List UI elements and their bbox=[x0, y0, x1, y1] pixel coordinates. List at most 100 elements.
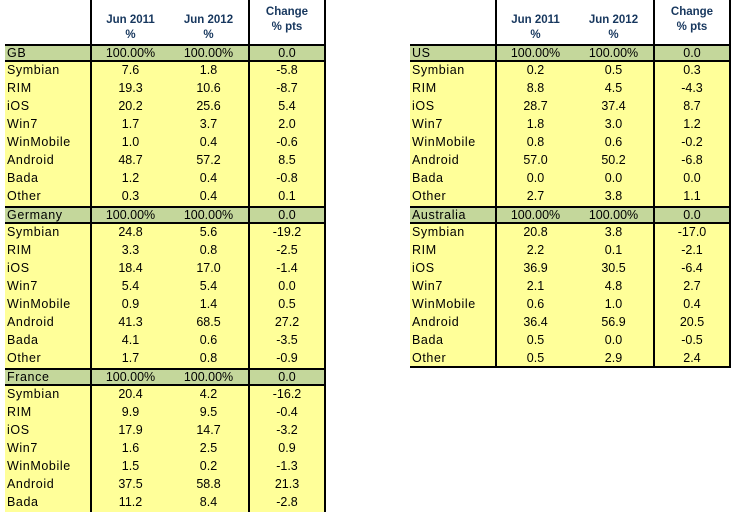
share-2012: 1.0 bbox=[574, 296, 653, 314]
os-name: WinMobile bbox=[5, 134, 90, 152]
table-row: iOS 36.9 30.5 -6.4 bbox=[410, 260, 731, 278]
os-name: Symbian bbox=[5, 386, 90, 404]
share-2011: 17.9 bbox=[90, 422, 169, 440]
share-2011: 9.9 bbox=[90, 404, 169, 422]
table-row: RIM 2.2 0.1 -2.1 bbox=[410, 242, 731, 260]
share-2012: 57.2 bbox=[169, 152, 248, 170]
table-row: Bada 11.2 8.4 -2.8 bbox=[5, 494, 326, 512]
col2-header-line2: % bbox=[608, 29, 619, 41]
col1-header-line2: % bbox=[530, 29, 541, 41]
table-row: WinMobile 0.9 1.4 0.5 bbox=[5, 296, 326, 314]
os-name: iOS bbox=[410, 260, 495, 278]
os-name: Android bbox=[5, 476, 90, 494]
share-2011: 11.2 bbox=[90, 494, 169, 512]
change-pts: 0.3 bbox=[653, 62, 731, 80]
change-pts: -4.3 bbox=[653, 80, 731, 98]
share-2011: 1.6 bbox=[90, 440, 169, 458]
os-name: Symbian bbox=[5, 62, 90, 80]
share-2011: 18.4 bbox=[90, 260, 169, 278]
country-name: GB bbox=[5, 44, 90, 62]
share-2011: 20.4 bbox=[90, 386, 169, 404]
table-row: iOS 17.9 14.7 -3.2 bbox=[5, 422, 326, 440]
share-2011: 20.8 bbox=[495, 224, 574, 242]
os-name: Other bbox=[5, 350, 90, 368]
share-2011: 7.6 bbox=[90, 62, 169, 80]
share-2011: 1.5 bbox=[90, 458, 169, 476]
country-name: US bbox=[410, 44, 495, 62]
share-2011: 41.3 bbox=[90, 314, 169, 332]
os-name: Android bbox=[5, 152, 90, 170]
os-name: Bada bbox=[5, 332, 90, 350]
table-row: WinMobile 1.0 0.4 -0.6 bbox=[5, 134, 326, 152]
share-2011: 0.5 bbox=[495, 332, 574, 350]
change-pts: -3.5 bbox=[248, 332, 326, 350]
table-row: Bada 0.0 0.0 0.0 bbox=[410, 170, 731, 188]
change-pts: -2.5 bbox=[248, 242, 326, 260]
share-2012: 9.5 bbox=[169, 404, 248, 422]
share-2011: 37.5 bbox=[90, 476, 169, 494]
share-2011: 1.8 bbox=[495, 116, 574, 134]
share-2012: 4.5 bbox=[574, 80, 653, 98]
share-2011: 5.4 bbox=[90, 278, 169, 296]
share-2012: 2.9 bbox=[574, 350, 653, 368]
header-row: Jun 2011% Jun 2012% Change% pts bbox=[5, 0, 326, 44]
col3-header-line2: % pts bbox=[271, 21, 303, 33]
share-2012: 3.8 bbox=[574, 224, 653, 242]
os-name: RIM bbox=[410, 80, 495, 98]
share-2012: 0.8 bbox=[169, 242, 248, 260]
share-2012: 0.4 bbox=[169, 170, 248, 188]
os-name: Win7 bbox=[5, 116, 90, 134]
os-name: iOS bbox=[5, 260, 90, 278]
change-pts: -2.8 bbox=[248, 494, 326, 512]
os-name: Win7 bbox=[410, 278, 495, 296]
share-2011: 20.2 bbox=[90, 98, 169, 116]
table-row: RIM 9.9 9.5 -0.4 bbox=[5, 404, 326, 422]
change-pts: -0.2 bbox=[653, 134, 731, 152]
share-2012: 4.8 bbox=[574, 278, 653, 296]
country-total-2012: 100.00% bbox=[574, 206, 653, 224]
change-pts: 27.2 bbox=[248, 314, 326, 332]
share-2012: 56.9 bbox=[574, 314, 653, 332]
col1-header: Jun 2011% bbox=[90, 0, 169, 44]
country-total-2011: 100.00% bbox=[90, 44, 169, 62]
col1-header-line1: Jun 2011 bbox=[106, 14, 155, 26]
table-row: RIM 8.8 4.5 -4.3 bbox=[410, 80, 731, 98]
col1-header-line2: % bbox=[125, 29, 136, 41]
country-total-2011: 100.00% bbox=[90, 368, 169, 386]
table-row: Bada 1.2 0.4 -0.8 bbox=[5, 170, 326, 188]
share-2011: 4.1 bbox=[90, 332, 169, 350]
share-2011: 48.7 bbox=[90, 152, 169, 170]
share-2012: 3.8 bbox=[574, 188, 653, 206]
table-row: Win7 2.1 4.8 2.7 bbox=[410, 278, 731, 296]
share-2012: 37.4 bbox=[574, 98, 653, 116]
country-row: France 100.00% 100.00% 0.0 bbox=[5, 368, 326, 386]
change-pts: -19.2 bbox=[248, 224, 326, 242]
os-name: iOS bbox=[5, 422, 90, 440]
country-total-change: 0.0 bbox=[653, 44, 731, 62]
os-name: RIM bbox=[5, 80, 90, 98]
table-row: Symbian 24.8 5.6 -19.2 bbox=[5, 224, 326, 242]
share-2012: 5.4 bbox=[169, 278, 248, 296]
col3-header: Change % pts bbox=[248, 0, 326, 44]
share-2011: 2.2 bbox=[495, 242, 574, 260]
os-name: Other bbox=[5, 188, 90, 206]
country-row: US 100.00% 100.00% 0.0 bbox=[410, 44, 731, 62]
col3-header-line1: Change bbox=[670, 6, 714, 18]
change-pts: -0.6 bbox=[248, 134, 326, 152]
change-pts: -3.2 bbox=[248, 422, 326, 440]
share-2011: 1.2 bbox=[90, 170, 169, 188]
col1-header-line1: Jun 2011 bbox=[511, 14, 560, 26]
country-total-2012: 100.00% bbox=[169, 368, 248, 386]
table-row: Win7 1.8 3.0 1.2 bbox=[410, 116, 731, 134]
share-2012: 0.8 bbox=[169, 350, 248, 368]
share-2012: 0.1 bbox=[574, 242, 653, 260]
country-name: Germany bbox=[5, 206, 90, 224]
os-name: RIM bbox=[410, 242, 495, 260]
col2-header-line1: Jun 2012 bbox=[588, 14, 639, 26]
share-2012: 30.5 bbox=[574, 260, 653, 278]
header-blank bbox=[5, 0, 90, 44]
os-name: Symbian bbox=[410, 224, 495, 242]
os-name: Bada bbox=[410, 170, 495, 188]
share-2012: 0.4 bbox=[169, 188, 248, 206]
change-pts: -1.4 bbox=[248, 260, 326, 278]
